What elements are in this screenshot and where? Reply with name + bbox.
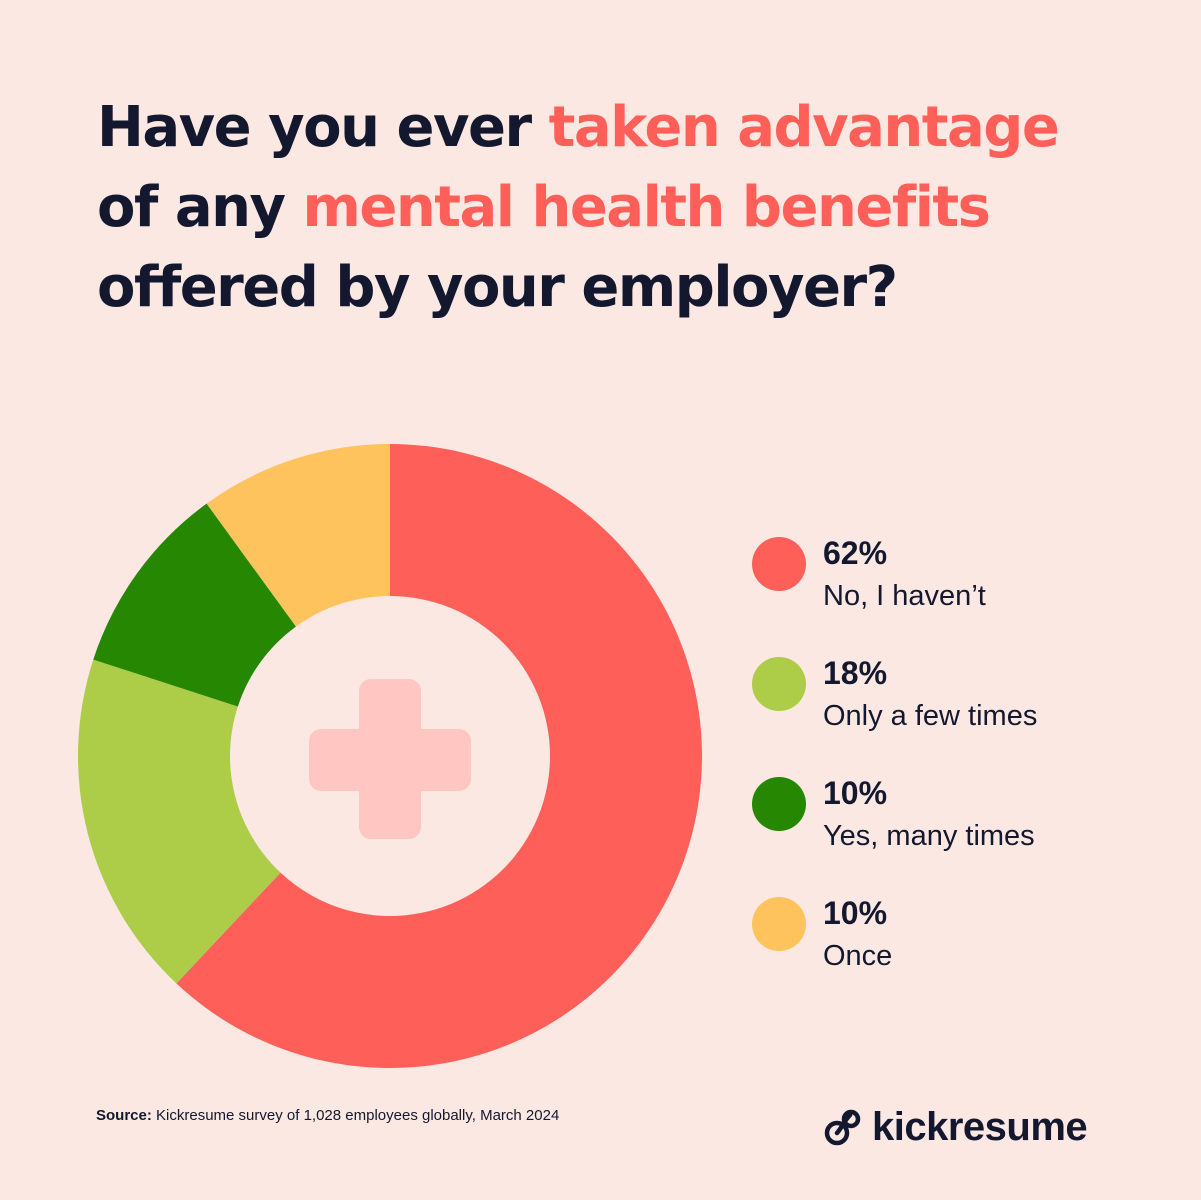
legend-label: Once [823, 940, 893, 972]
legend-percentage: 62% [823, 535, 888, 571]
medical-cross-icon [309, 679, 471, 839]
legend-swatch [752, 657, 806, 711]
brand-name: kickresume [872, 1105, 1088, 1149]
source-label: Source: [96, 1107, 152, 1124]
source-text: Kickresume survey of 1,028 employees glo… [151, 1107, 560, 1124]
legend-swatch [752, 537, 806, 591]
legend-label: Yes, many times [823, 820, 1035, 852]
kickresume-logo-icon [824, 1109, 861, 1146]
chart-title: Have you ever taken advantage of any men… [97, 88, 1077, 328]
title-highlight: taken advantage [548, 95, 1060, 160]
legend-swatch [752, 777, 806, 831]
brand-logo: kickresume [820, 1103, 1088, 1151]
legend-percentage: 10% [823, 895, 888, 931]
title-text: Have you ever [97, 95, 549, 160]
donut-chart [77, 444, 703, 1068]
title-text: offered by your employer? [97, 255, 898, 320]
legend-percentage: 10% [823, 775, 888, 811]
source-note: Source: Kickresume survey of 1,028 emplo… [96, 1107, 559, 1124]
title-highlight: mental health benefits [302, 175, 992, 240]
legend-label: No, I haven’t [823, 580, 986, 612]
legend-swatch [752, 897, 806, 951]
title-text: of any [97, 175, 303, 240]
legend-label: Only a few times [823, 700, 1038, 732]
legend-percentage: 18% [823, 655, 888, 691]
